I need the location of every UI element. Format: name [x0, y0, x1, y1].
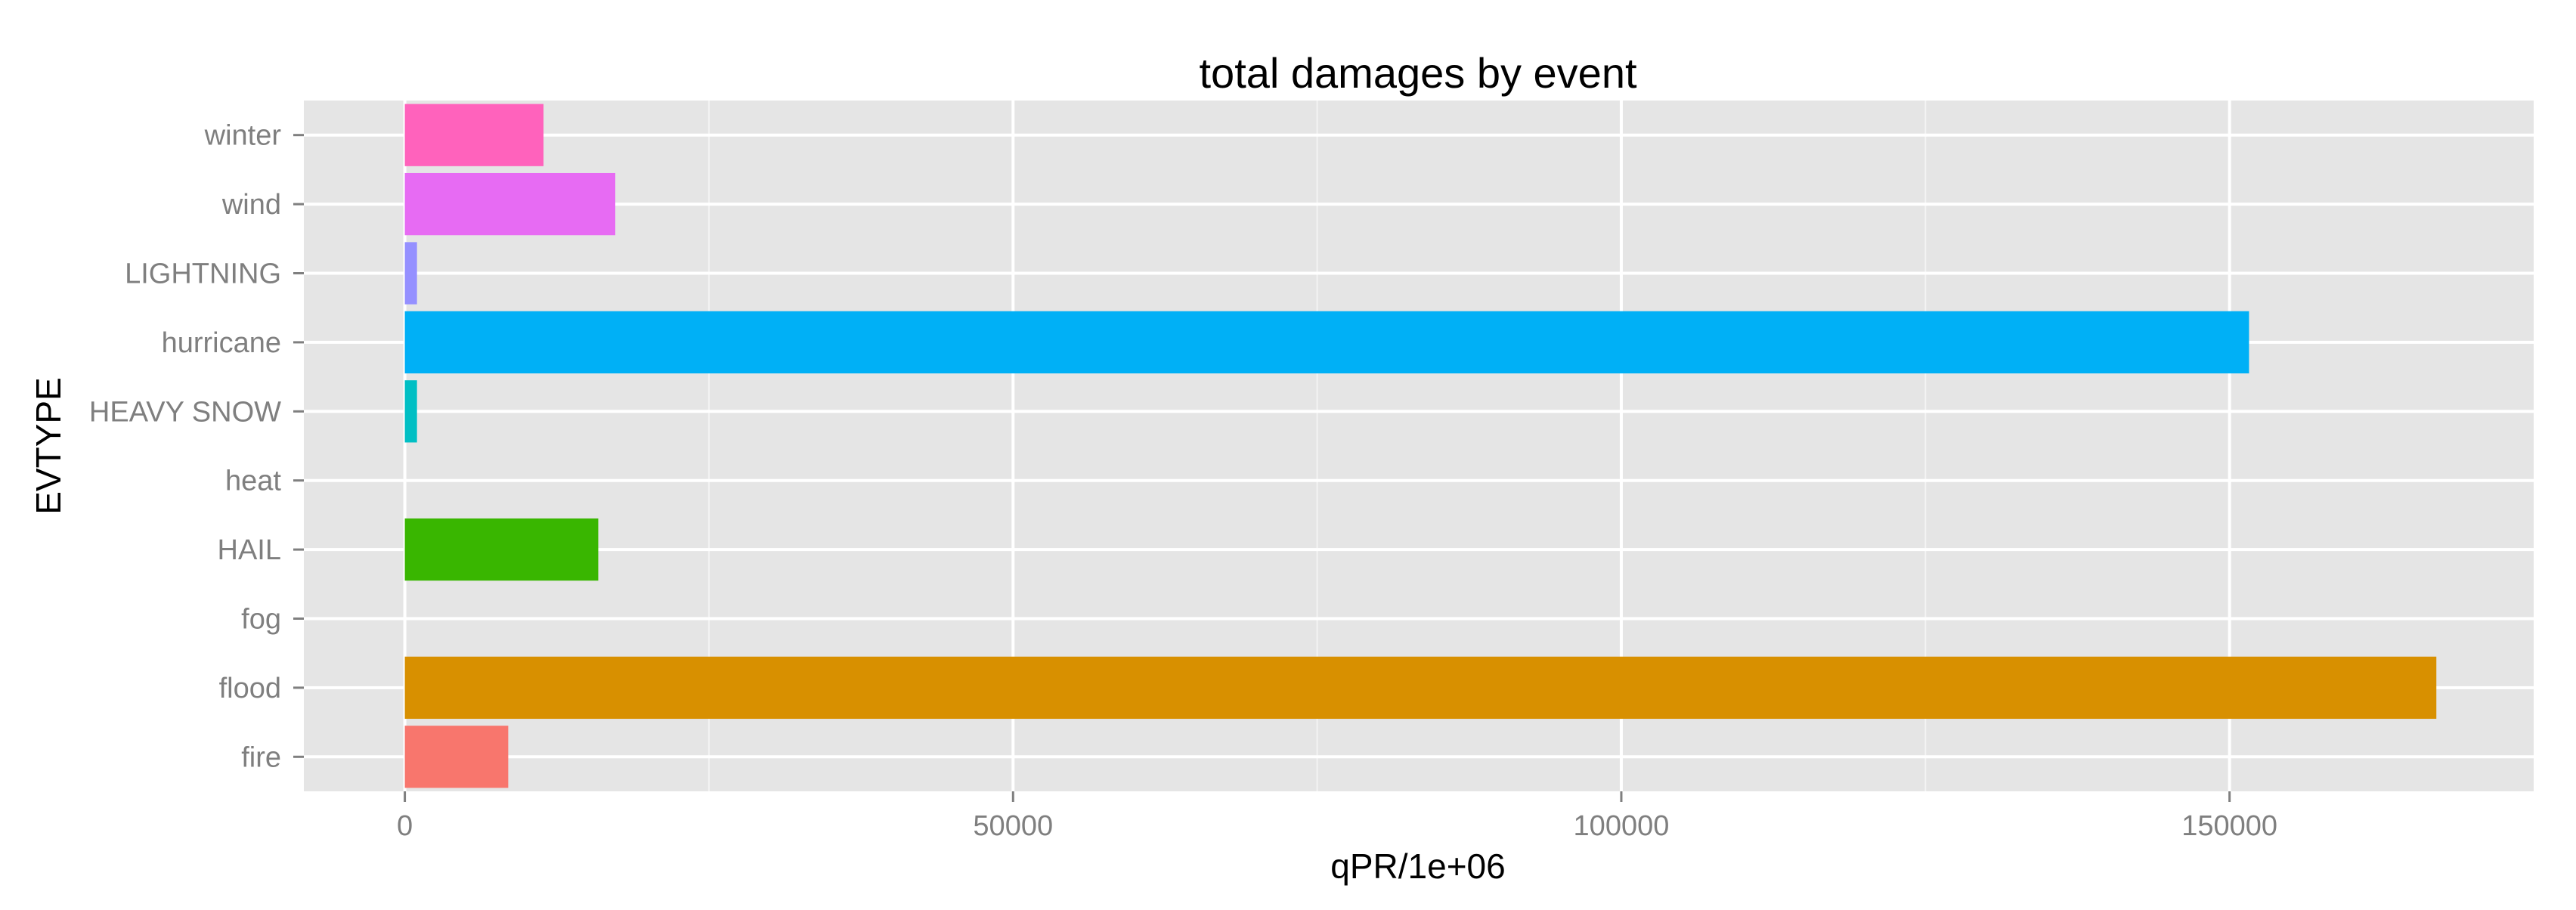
y-tick-label: flood [219, 673, 281, 704]
bar-heavy-snow [404, 380, 417, 443]
x-tick-label: 0 [397, 810, 413, 842]
y-tick-label: wind [221, 189, 281, 221]
x-tick-label: 150000 [2181, 810, 2277, 842]
bar-hail [404, 518, 599, 581]
bar-winter [404, 104, 544, 166]
y-tick-label: LIGHTNING [125, 258, 281, 290]
y-tick-label: HEAVY SNOW [89, 396, 281, 428]
x-axis: 0 50000 100000 150000 [397, 791, 2277, 842]
x-tick-label: 50000 [973, 810, 1053, 842]
chart-title: total damages by event [1199, 49, 1636, 97]
y-tick-label: winter [204, 120, 282, 152]
y-axis: fire flood fog HAIL heat HEAVY SNOW hurricane L… [89, 120, 304, 773]
y-tick-label: heat [225, 466, 281, 497]
y-tick-label: fire [241, 741, 281, 773]
bar-wind [404, 172, 616, 236]
bar-hurricane [404, 311, 2249, 374]
y-tick-label: HAIL [218, 534, 281, 566]
bar-lightning [404, 242, 417, 305]
bars [404, 104, 2437, 788]
bar-fire [404, 726, 509, 788]
y-tick-label: fog [241, 604, 281, 636]
x-tick-label: 100000 [1574, 810, 1670, 842]
y-axis-title: EVTYPE [29, 377, 68, 515]
bar-flood [404, 656, 2437, 720]
y-tick-label: hurricane [162, 327, 281, 359]
x-axis-title: qPR/1e+06 [1330, 847, 1505, 886]
